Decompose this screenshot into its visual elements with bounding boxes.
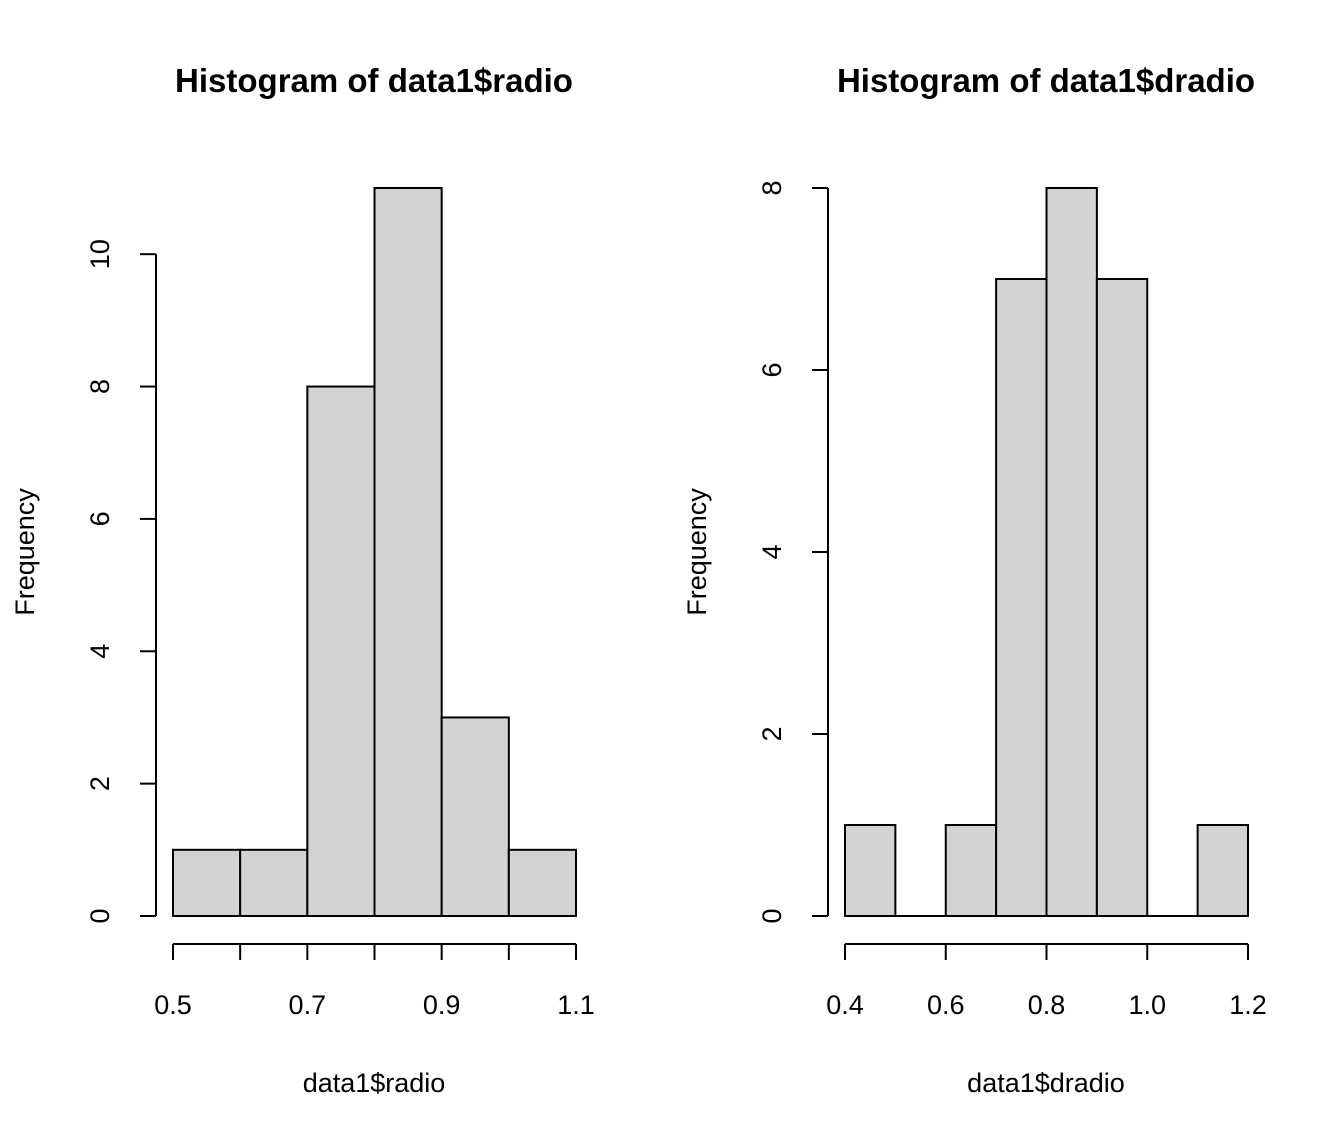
histogram-bar [995,278,1048,917]
x-tick-label: 1.1 [557,990,595,1020]
y-tick-label: 0 [85,908,115,923]
x-tick-label: 1.2 [1229,990,1267,1020]
histogram-bar [1196,824,1249,917]
x-axis-label: data1$radio [303,1068,446,1098]
y-axis-label: Frequency [10,488,40,616]
y-axis-label: Frequency [682,488,712,616]
histogram-bar [1045,187,1098,917]
x-axis-label: data1$dradio [967,1068,1125,1098]
y-tick-label: 8 [85,379,115,394]
y-tick-label: 10 [85,239,115,269]
y-tick-label: 6 [85,511,115,526]
x-tick-label: 0.4 [826,990,864,1020]
y-tick-label: 6 [757,362,787,377]
x-tick-label: 0.8 [1028,990,1066,1020]
histogram-panel-radio: Histogram of data1$radio data1$radio Fre… [10,62,595,1098]
chart-title: Histogram of data1$radio [175,62,573,99]
x-tick-label: 0.9 [423,990,461,1020]
x-tick-label: 0.7 [289,990,327,1020]
histogram-panel-dradio: Histogram of data1$dradio data1$dradio F… [682,62,1267,1098]
x-tick-label: 0.6 [927,990,965,1020]
x-tick-label: 1.0 [1128,990,1166,1020]
y-tick-label: 2 [757,726,787,741]
y-tick-label: 4 [85,644,115,659]
y-tick-label: 4 [757,544,787,559]
y-tick-label: 2 [85,776,115,791]
y-tick-label: 8 [757,180,787,195]
histogram-bar [239,848,309,917]
histogram-bar [306,385,376,917]
histogram-bar [373,187,443,917]
histogram-bar [1095,278,1149,917]
histogram-bar [944,824,998,917]
histogram-bar [844,824,897,917]
chart-title: Histogram of data1$dradio [837,62,1255,99]
histogram-bar [507,848,578,917]
histogram-bar [172,848,242,917]
y-tick-label: 0 [757,908,787,923]
x-tick-label: 0.5 [154,990,192,1020]
histogram-bar [440,716,510,917]
